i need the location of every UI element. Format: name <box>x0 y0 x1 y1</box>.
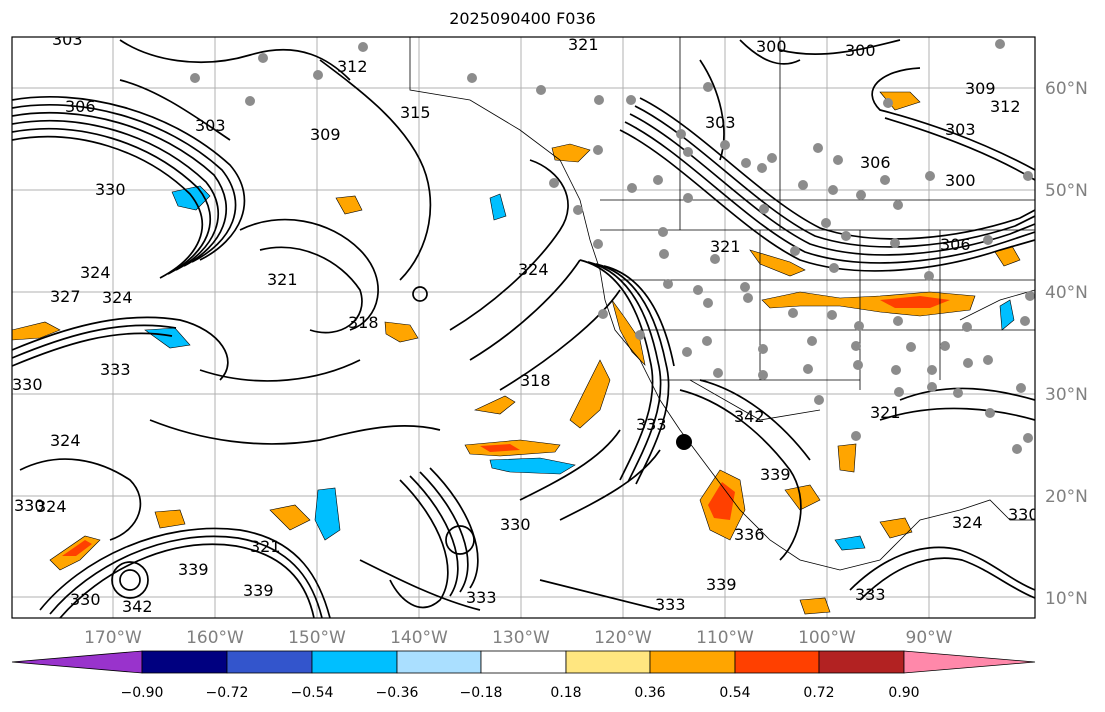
contour-label: 318 <box>348 313 379 332</box>
map-title: 2025090400 F036 <box>449 9 596 28</box>
lat-label: 40°N <box>1045 283 1088 303</box>
contour-label: 306 <box>940 235 971 254</box>
contour-label: 330 <box>500 515 531 534</box>
colorbar-segment <box>565 650 651 674</box>
contour-label: 321 <box>250 537 281 556</box>
colorbar-tick: −0.90 <box>121 685 164 701</box>
colorbar-segment <box>903 650 1036 674</box>
contour-label: 339 <box>760 465 791 484</box>
contour-label: 312 <box>337 57 368 76</box>
colorbar-segment <box>11 650 143 674</box>
contour-label: 303 <box>945 120 976 139</box>
colorbar-tick: 0.18 <box>550 685 581 701</box>
contour-label: 300 <box>945 171 976 190</box>
lon-label: 140°W <box>390 628 448 648</box>
contour-label: 309 <box>965 79 996 98</box>
contour-label: 336 <box>734 525 765 544</box>
contour-label: 330 <box>95 180 126 199</box>
contour-label: 342 <box>734 407 765 426</box>
colorbar <box>11 650 1036 674</box>
lat-label: 30°N <box>1045 385 1088 405</box>
colorbar-segment <box>311 650 398 674</box>
colorbar-tick: 0.90 <box>888 685 919 701</box>
colorbar-tick: −0.72 <box>206 685 249 701</box>
contour-label: 321 <box>710 237 741 256</box>
lon-label: 120°W <box>594 628 652 648</box>
contour-label: 330 <box>12 375 43 394</box>
contour-label: 300 <box>756 37 787 56</box>
contour-label: 339 <box>243 581 274 600</box>
contour-label: 324 <box>80 263 111 282</box>
contour-label: 324 <box>36 497 67 516</box>
lat-label: 60°N <box>1045 79 1088 99</box>
colorbar-tick: −0.54 <box>291 685 334 701</box>
contour-label: 330 <box>70 590 101 609</box>
contour-label: 333 <box>466 588 497 607</box>
contour-label: 339 <box>178 560 209 579</box>
contour-label: 333 <box>100 360 131 379</box>
lon-label: 170°W <box>84 628 142 648</box>
colorbar-tick: −0.18 <box>460 685 503 701</box>
lon-label: 110°W <box>696 628 754 648</box>
contour-label: 315 <box>400 103 431 122</box>
colorbar-segment <box>734 650 820 674</box>
contour-labels: 303 306 303 330 327 324 330 333 324 330 … <box>12 30 1039 616</box>
map-frame <box>11 36 1036 619</box>
contour-label: 333 <box>636 415 667 434</box>
contour-label: 321 <box>267 270 298 289</box>
contour-label: 333 <box>855 585 886 604</box>
colorbar-tick: 0.36 <box>634 685 665 701</box>
shaded-field <box>12 91 1021 615</box>
colorbar-segment <box>396 650 482 674</box>
contour-label: 318 <box>520 371 551 390</box>
contour-label: 303 <box>195 116 226 135</box>
colorbar-segment <box>649 650 736 674</box>
station-dots <box>190 39 1035 454</box>
contour-label: 333 <box>655 595 686 614</box>
lat-label: 10°N <box>1045 589 1088 609</box>
contour-label: 309 <box>310 125 341 144</box>
contour-label: 306 <box>65 97 96 116</box>
contour-label: 330 <box>14 496 45 515</box>
contour-label: 339 <box>706 575 737 594</box>
colorbar-tick: −0.36 <box>376 685 419 701</box>
lon-label: 150°W <box>288 628 346 648</box>
colorbar-segment <box>226 650 313 674</box>
colorbar-segment <box>141 650 228 674</box>
contour-label: 324 <box>102 288 133 307</box>
lon-label: 90°W <box>906 628 953 648</box>
colorbar-ticks: −0.90 −0.72 −0.54 −0.36 −0.18 0.18 0.36 … <box>121 685 920 701</box>
contour-label: 324 <box>518 260 549 279</box>
colorbar-tick: 0.72 <box>803 685 834 701</box>
contour-label: 303 <box>705 113 736 132</box>
contour-label: 303 <box>52 30 83 49</box>
colorbar-tick: 0.54 <box>719 685 750 701</box>
contour-label: 327 <box>50 287 81 306</box>
lon-label: 100°W <box>798 628 856 648</box>
latitude-labels: 10°N 20°N 30°N 40°N 50°N 60°N <box>1045 79 1088 609</box>
contour-label: 321 <box>870 403 901 422</box>
contour-label: 330 <box>1008 505 1039 524</box>
contour-label: 324 <box>952 513 983 532</box>
longitude-labels: 170°W 160°W 150°W 140°W 130°W 120°W 110°… <box>84 628 953 648</box>
contour-label: 306 <box>860 153 891 172</box>
lat-label: 20°N <box>1045 487 1088 507</box>
lon-label: 130°W <box>492 628 550 648</box>
contour-label: 342 <box>122 597 153 616</box>
contour-label: 300 <box>845 41 876 60</box>
colorbar-segment <box>480 650 567 674</box>
lat-label: 50°N <box>1045 181 1088 201</box>
contour-label: 321 <box>568 35 599 54</box>
lon-label: 160°W <box>186 628 244 648</box>
contour-lines <box>12 39 1035 618</box>
contour-label: 324 <box>50 431 81 450</box>
colorbar-segment <box>818 650 905 674</box>
contour-label: 312 <box>990 97 1021 116</box>
